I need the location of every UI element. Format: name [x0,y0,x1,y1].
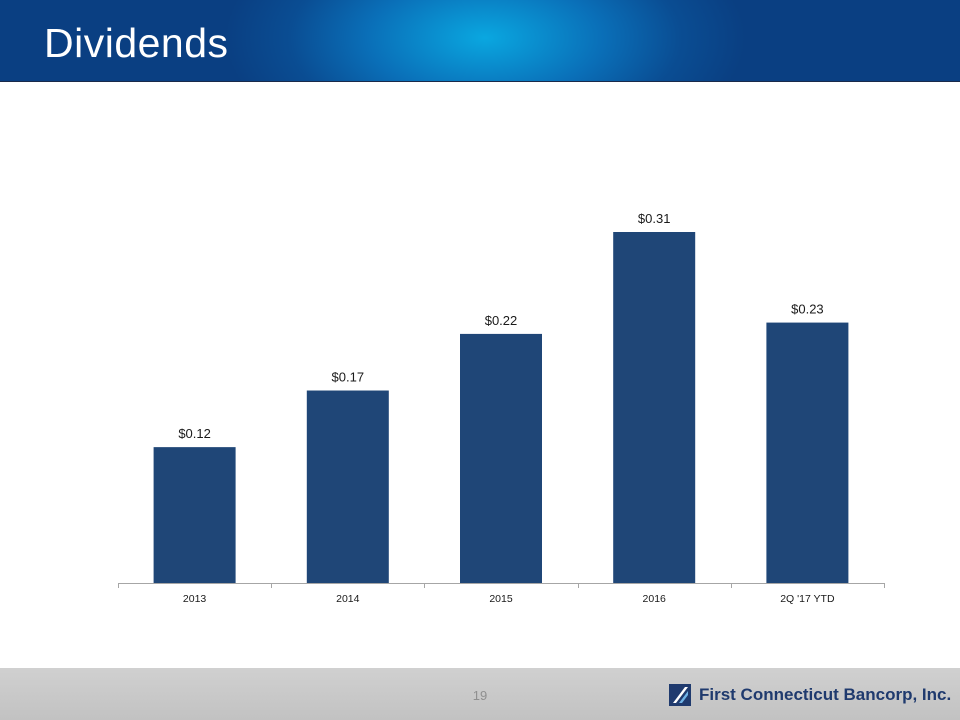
data-label-2: $0.22 [485,313,518,328]
slide-header: Dividends [0,0,960,82]
x-tick-label-0: 2013 [183,593,207,605]
data-label-3: $0.31 [638,211,671,226]
bar-0 [153,447,236,583]
flag-logo-icon [669,684,691,706]
slide-footer: 19 First Connecticut Bancorp, Inc. [0,668,960,720]
company-logo: First Connecticut Bancorp, Inc. [669,684,951,706]
x-tick-label-3: 2016 [643,593,667,605]
company-name: First Connecticut Bancorp, Inc. [699,685,952,704]
bar-4 [766,322,849,583]
data-label-4: $0.23 [791,302,824,317]
x-tick-label-2: 2015 [489,593,513,605]
dividends-bar-chart: $0.12 2013 $0.17 2014 $0.22 2015 $0.31 2016 $0.2… [118,211,885,605]
bar-3 [613,232,696,583]
data-label-1: $0.17 [332,370,365,385]
page-number: 19 [472,688,488,703]
slide-title: Dividends [44,20,229,66]
bar-1 [306,390,389,583]
x-tick-label-1: 2014 [336,593,360,605]
x-tick-label-4: 2Q '17 YTD [780,593,835,605]
bar-2 [460,333,542,583]
data-label-0: $0.12 [178,426,211,441]
